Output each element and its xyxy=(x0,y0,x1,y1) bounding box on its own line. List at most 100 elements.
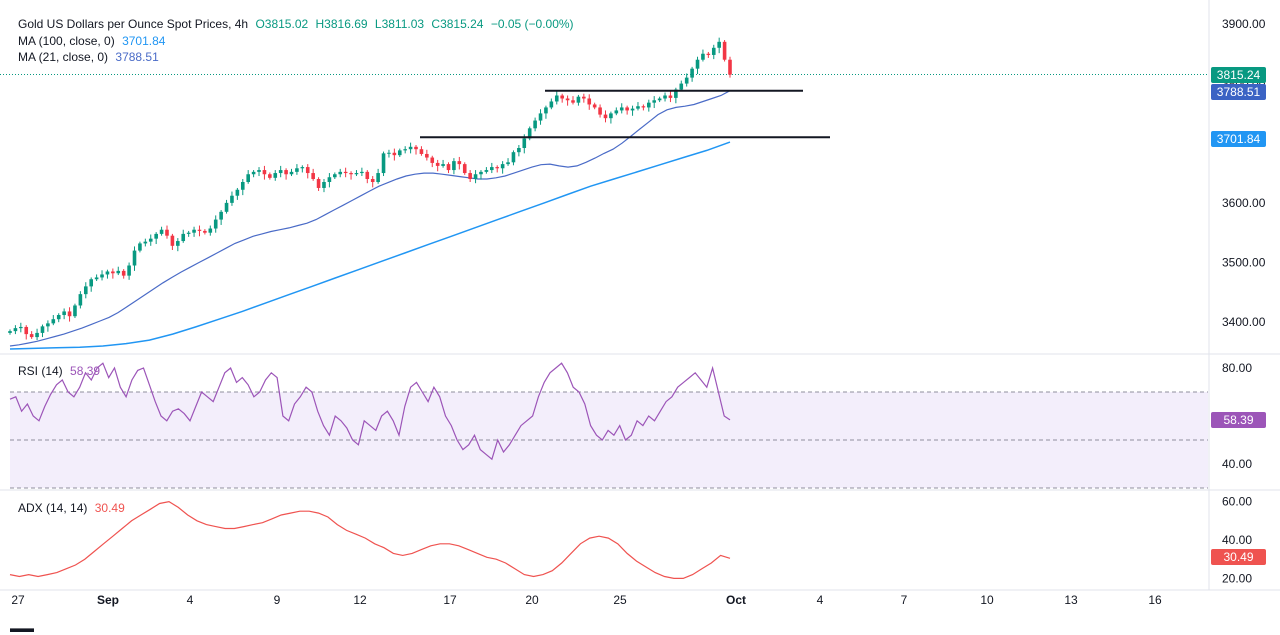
candle-body xyxy=(268,174,272,178)
rsi-value: 58.39 xyxy=(70,364,101,378)
candle-body xyxy=(446,164,451,171)
ma100-legend[interactable]: MA (100, close, 0) 3701.84 xyxy=(18,34,169,49)
candle-body xyxy=(203,230,207,233)
candle-body xyxy=(522,138,527,148)
candle-body xyxy=(549,101,554,108)
x-tick-label: Sep xyxy=(97,593,119,607)
candle-body xyxy=(376,173,380,182)
candle-body xyxy=(278,170,283,174)
candle-body xyxy=(619,107,624,111)
candle-body xyxy=(484,170,489,172)
candle-body xyxy=(500,164,505,169)
candle-body xyxy=(273,173,278,178)
candle-body xyxy=(219,211,223,220)
candle-body xyxy=(208,228,213,233)
tradingview-logo[interactable]: ▬▬ xyxy=(10,621,34,635)
candle-body xyxy=(40,326,45,333)
last-price-tag: 3815.24 xyxy=(1211,67,1266,83)
candle-body xyxy=(435,162,440,166)
candle-body xyxy=(13,328,18,332)
candle-body xyxy=(289,171,294,175)
x-tick-label: 16 xyxy=(1148,593,1162,607)
ma21-label: MA (21, close, 0) xyxy=(18,50,109,64)
candle-body xyxy=(641,106,646,108)
candle-body xyxy=(354,173,359,175)
candle-body xyxy=(165,229,169,236)
y-tick-label: 80.00 xyxy=(1222,361,1252,375)
candle-body xyxy=(251,171,256,175)
candle-body xyxy=(143,241,148,244)
rsi-price-tag: 58.39 xyxy=(1211,412,1266,428)
rsi-legend[interactable]: RSI (14) 58.39 xyxy=(18,364,104,379)
price-pane xyxy=(0,37,1209,350)
candle-body xyxy=(397,150,402,156)
candle-body xyxy=(473,174,478,180)
ma21-value: 3788.51 xyxy=(115,50,159,64)
candle-body xyxy=(717,41,721,48)
candle-body xyxy=(490,167,494,171)
candle-body xyxy=(35,332,39,338)
candle-body xyxy=(300,167,305,169)
candle-body xyxy=(652,100,657,103)
candle-body xyxy=(338,171,343,175)
adx-legend[interactable]: ADX (14, 14) 30.49 xyxy=(18,501,129,516)
candle-body xyxy=(235,189,240,196)
ma100-line xyxy=(9,141,731,350)
candle-body xyxy=(24,326,29,335)
candle-body xyxy=(425,153,429,158)
x-tick-label: 17 xyxy=(443,593,457,607)
candle-body xyxy=(333,174,337,178)
candle-body xyxy=(257,170,261,172)
candle-body xyxy=(722,41,727,60)
candle-body xyxy=(560,95,564,99)
candle-body xyxy=(181,233,186,242)
candle-body xyxy=(192,229,196,233)
y-tick-label: 60.00 xyxy=(1222,495,1252,509)
adx-label: ADX (14, 14) xyxy=(18,501,88,515)
candle-body xyxy=(636,106,640,109)
main-legend: Gold US Dollars per Ounce Spot Prices, 4… xyxy=(18,17,578,32)
candle-body xyxy=(316,179,321,188)
x-tick-label: 20 xyxy=(525,593,539,607)
candle-body xyxy=(614,110,619,114)
candle-body xyxy=(370,179,375,182)
candle-body xyxy=(479,171,483,175)
candle-body xyxy=(213,219,218,229)
candle-body xyxy=(495,167,500,169)
ma100-price-tag: 3701.84 xyxy=(1211,131,1266,147)
candle-body xyxy=(728,59,732,75)
candle-body xyxy=(511,152,516,163)
candle-body xyxy=(387,152,391,154)
adx-pane xyxy=(9,500,731,580)
x-tick-label: Oct xyxy=(726,593,746,607)
candle-body xyxy=(706,53,711,55)
adx-value: 30.49 xyxy=(94,501,125,515)
candle-body xyxy=(598,107,602,115)
candle-body xyxy=(668,95,673,98)
candle-body xyxy=(127,265,131,276)
candle-body xyxy=(132,250,137,266)
ma21-legend[interactable]: MA (21, close, 0) 3788.51 xyxy=(18,50,163,65)
candle-body xyxy=(690,68,694,78)
rsi-pane xyxy=(9,362,1208,489)
candle-body xyxy=(360,171,364,174)
candle-body xyxy=(94,277,99,280)
ohlc-open: O3815.02 xyxy=(255,17,309,31)
symbol-title[interactable]: Gold US Dollars per Ounce Spot Prices, 4… xyxy=(18,17,249,31)
y-tick-label: 3500.00 xyxy=(1222,256,1266,270)
candle-body xyxy=(576,96,581,103)
candle-body xyxy=(663,95,667,99)
adx-line xyxy=(9,500,731,580)
candle-body xyxy=(630,108,635,111)
candle-body xyxy=(186,232,191,234)
candle-body xyxy=(148,238,153,242)
candle-body xyxy=(295,168,299,172)
candle-body xyxy=(625,107,629,111)
candle-body xyxy=(62,311,66,316)
y-tick-label: 3900.00 xyxy=(1222,17,1266,31)
candle-body xyxy=(419,149,424,154)
candle-body xyxy=(430,157,435,163)
ma21-line xyxy=(9,90,731,347)
candle-body xyxy=(392,152,397,156)
